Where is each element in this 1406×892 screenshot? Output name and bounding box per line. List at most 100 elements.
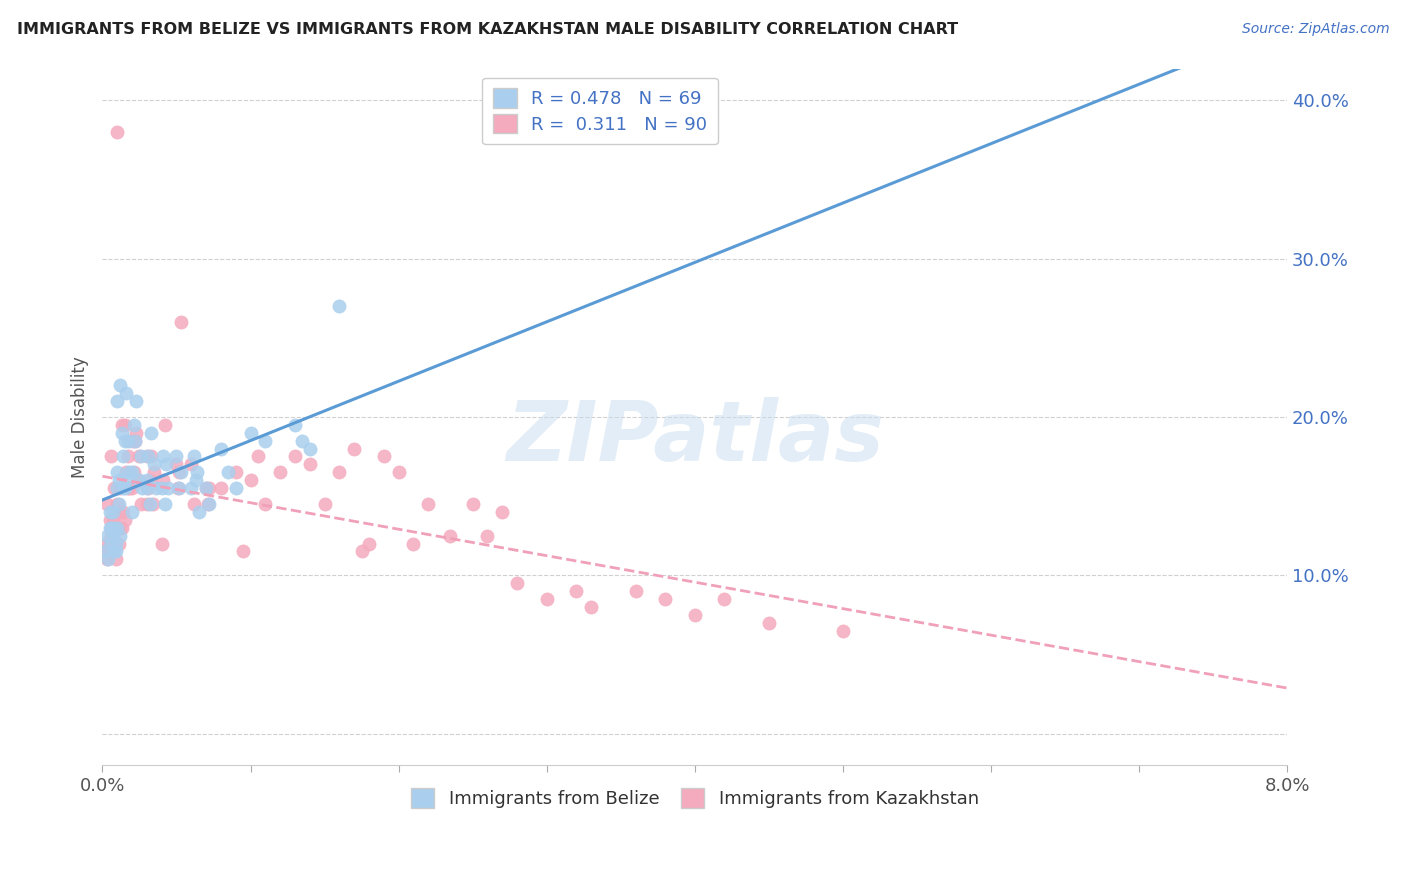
- Point: [121, 434, 143, 448]
- Point: [96, 552, 118, 566]
- Point: [107, 497, 129, 511]
- Point: [565, 584, 588, 599]
- Point: [217, 465, 239, 479]
- Point: [169, 465, 191, 479]
- Point: [143, 458, 166, 472]
- Point: [111, 425, 134, 440]
- Point: [124, 434, 146, 448]
- Point: [105, 394, 128, 409]
- Point: [439, 528, 461, 542]
- Point: [654, 591, 676, 606]
- Point: [153, 417, 176, 432]
- Point: [180, 481, 202, 495]
- Point: [239, 425, 262, 440]
- Point: [225, 465, 247, 479]
- Point: [153, 497, 176, 511]
- Point: [101, 536, 124, 550]
- Point: [100, 536, 122, 550]
- Point: [209, 481, 232, 495]
- Point: [141, 425, 163, 440]
- Point: [831, 624, 853, 638]
- Point: [152, 450, 174, 464]
- Point: [118, 481, 141, 495]
- Point: [138, 450, 160, 464]
- Text: Source: ZipAtlas.com: Source: ZipAtlas.com: [1241, 22, 1389, 37]
- Point: [100, 544, 122, 558]
- Point: [100, 521, 122, 535]
- Point: [198, 497, 221, 511]
- Point: [103, 521, 125, 535]
- Point: [108, 528, 131, 542]
- Point: [108, 378, 131, 392]
- Point: [183, 450, 205, 464]
- Point: [115, 473, 138, 487]
- Point: [115, 386, 138, 401]
- Point: [195, 481, 218, 495]
- Point: [145, 481, 167, 495]
- Point: [104, 544, 127, 558]
- Point: [100, 528, 122, 542]
- Point: [105, 125, 128, 139]
- Point: [343, 442, 366, 456]
- Point: [150, 481, 173, 495]
- Point: [114, 513, 136, 527]
- Text: ZIPatlas: ZIPatlas: [506, 397, 884, 478]
- Point: [97, 552, 120, 566]
- Point: [350, 544, 373, 558]
- Point: [128, 450, 150, 464]
- Point: [167, 481, 190, 495]
- Point: [209, 442, 232, 456]
- Point: [139, 497, 162, 511]
- Point: [169, 481, 191, 495]
- Point: [186, 465, 208, 479]
- Point: [269, 465, 291, 479]
- Point: [98, 536, 121, 550]
- Point: [536, 591, 558, 606]
- Point: [124, 434, 146, 448]
- Point: [114, 417, 136, 432]
- Point: [184, 473, 207, 487]
- Point: [141, 450, 163, 464]
- Point: [579, 599, 602, 614]
- Point: [314, 497, 336, 511]
- Point: [170, 315, 193, 329]
- Point: [284, 417, 307, 432]
- Point: [239, 473, 262, 487]
- Point: [129, 450, 152, 464]
- Point: [127, 473, 149, 487]
- Point: [187, 505, 209, 519]
- Point: [183, 497, 205, 511]
- Point: [135, 450, 157, 464]
- Point: [122, 465, 145, 479]
- Point: [232, 544, 254, 558]
- Point: [129, 497, 152, 511]
- Point: [291, 434, 314, 448]
- Point: [125, 394, 148, 409]
- Point: [94, 536, 117, 550]
- Point: [246, 450, 269, 464]
- Point: [117, 481, 139, 495]
- Point: [100, 450, 122, 464]
- Point: [170, 465, 193, 479]
- Point: [105, 465, 128, 479]
- Point: [98, 505, 121, 519]
- Point: [180, 458, 202, 472]
- Point: [98, 521, 121, 535]
- Point: [150, 536, 173, 550]
- Point: [107, 536, 129, 550]
- Point: [254, 497, 277, 511]
- Point: [97, 544, 120, 558]
- Point: [104, 521, 127, 535]
- Point: [166, 458, 188, 472]
- Point: [101, 505, 124, 519]
- Point: [107, 505, 129, 519]
- Point: [198, 481, 221, 495]
- Point: [117, 450, 139, 464]
- Point: [112, 505, 135, 519]
- Point: [105, 481, 128, 495]
- Point: [103, 536, 125, 550]
- Point: [114, 434, 136, 448]
- Point: [125, 425, 148, 440]
- Point: [143, 465, 166, 479]
- Point: [104, 552, 127, 566]
